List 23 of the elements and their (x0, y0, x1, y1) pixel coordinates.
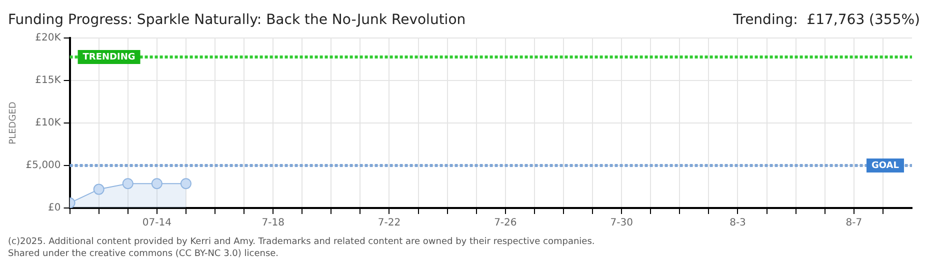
text: Shared under the creative commons (CC BY-NC 3.0) license. (8, 248, 280, 260)
y-tick-label: £0 (48, 202, 61, 214)
x-tick-label: 8-7 (846, 218, 862, 229)
x-tick-label: 8-3 (730, 218, 746, 229)
point (180, 178, 192, 190)
ref-line-label: TRENDING (82, 52, 136, 62)
x-tick-label: 7-30 (610, 218, 633, 229)
x-tick-label: 7-26 (494, 218, 517, 229)
point (151, 178, 162, 190)
x-tick-label: 07-14 (142, 218, 172, 229)
y-tick-label: £10K (35, 118, 62, 129)
point (122, 178, 134, 190)
y-tick-label: £5,000 (26, 160, 61, 172)
chart-subtitle: Trending: £17,763 (355%) (733, 12, 920, 28)
chart-title: Funding Progress: Sparkle Naturally: Back the No-Junk Revolution (8, 12, 466, 28)
x-tick-label: 7-18 (262, 218, 284, 229)
ref-line-label: GOAL (872, 160, 900, 171)
point (93, 184, 104, 195)
x-tick-label: 7-22 (378, 218, 401, 229)
y-tick-label: £15K (35, 75, 62, 86)
text: (c)2025. Additional content provided by Kerri and Amy. Trademarks and related content are owned by their respective companies. (8, 236, 595, 248)
y-axis-title: PLEDGED (8, 102, 19, 144)
y-tick-label: £20K (35, 32, 62, 44)
